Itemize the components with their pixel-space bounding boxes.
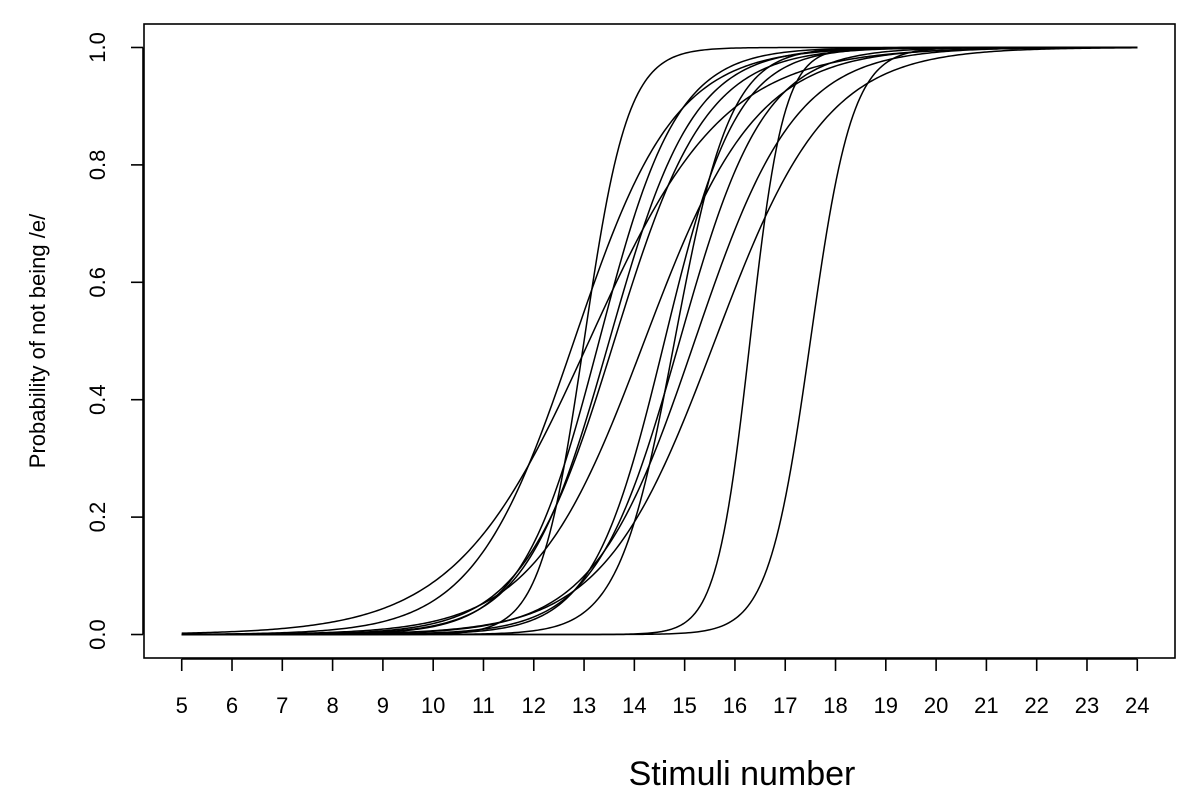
series-curves [181,46,1138,636]
x-tick-label: 13 [572,693,596,718]
series-line-12 [181,47,1138,636]
plot-frame [143,23,1176,659]
x-axis: 5 6 7 8 9 10 11 12 13 14 15 16 17 18 19 20 21 22 23 24 [176,658,1150,718]
y-tick-label: 0.6 [85,267,110,298]
plot-area [143,23,1176,659]
x-tick-label: 9 [377,693,389,718]
x-tick-label: 20 [924,693,948,718]
y-tick-label: 0.2 [85,502,110,533]
series-line-4 [181,46,1138,636]
x-tick-label: 5 [176,693,188,718]
series-line-3 [181,46,1138,636]
series-line-6 [181,46,1138,634]
x-tick-label: 6 [226,693,238,718]
x-tick-label: 24 [1125,693,1149,718]
x-tick-label: 16 [723,693,747,718]
x-tick-label: 8 [326,693,338,718]
series-line-1 [181,46,1138,636]
x-tick-label: 7 [276,693,288,718]
x-tick-label: 18 [823,693,847,718]
series-line-13 [181,46,1138,636]
y-axis: 0.0 0.2 0.4 0.6 0.8 1.0 [85,32,144,650]
series-line-9 [181,46,1138,636]
x-axis-title: Stimuli number [629,755,856,793]
series-line-11 [181,46,1138,636]
y-tick-label: 1.0 [85,32,110,63]
y-tick-label: 0.4 [85,384,110,415]
y-tick-label: 0.8 [85,150,110,181]
series-line-5 [181,46,1138,636]
x-tick-label: 23 [1075,693,1099,718]
x-tick-label: 12 [522,693,546,718]
x-tick-label: 11 [472,693,495,718]
series-line-10 [181,46,1138,636]
x-tick-label: 17 [773,693,797,718]
y-axis-title: Probability of not being /e/ [25,213,50,468]
series-line-7 [181,46,1138,636]
series-line-14 [181,46,1138,636]
series-line-8 [181,46,1138,636]
x-tick-label: 14 [622,693,646,718]
y-tick-label: 0.0 [85,619,110,650]
x-tick-label: 22 [1024,693,1048,718]
x-tick-label: 21 [974,693,998,718]
x-tick-label: 15 [672,693,696,718]
x-tick-label: 10 [421,693,445,718]
series-line-2 [181,46,1138,636]
x-tick-label: 19 [874,693,898,718]
